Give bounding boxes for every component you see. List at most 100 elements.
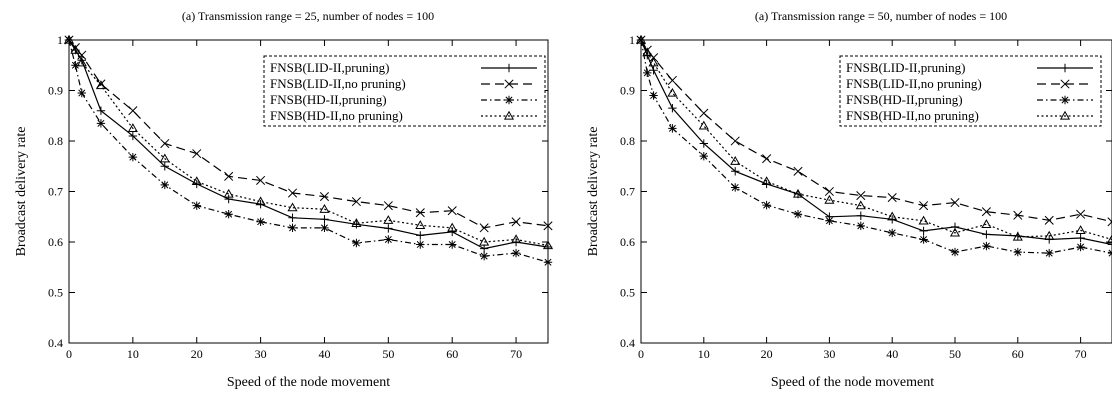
data-point [448, 227, 457, 237]
data-point [383, 215, 394, 224]
legend-marker [1060, 79, 1070, 89]
data-point [888, 215, 897, 224]
legend-label: FNSB(LID-II,no pruning) [270, 76, 406, 91]
data-point [856, 211, 865, 220]
y-tick-label: 0.9 [620, 84, 635, 98]
series-line [68, 39, 549, 263]
data-point [982, 241, 991, 251]
x-axis-label: Speed of the node movement [771, 375, 934, 390]
x-tick-label: 10 [127, 347, 139, 361]
y-tick-label: 0.6 [620, 235, 635, 249]
x-tick-label: 10 [698, 347, 710, 361]
data-point [762, 200, 771, 210]
data-point [668, 103, 677, 113]
chart-title: (a) Transmission range = 25, number of n… [182, 9, 434, 23]
data-point [699, 139, 708, 148]
data-point [919, 201, 929, 211]
x-axis-label: Speed of the node movement [227, 375, 390, 390]
series-line [68, 39, 549, 247]
data-point [479, 236, 490, 246]
legend-marker [1060, 95, 1070, 105]
series-line [68, 39, 549, 229]
data-point [668, 124, 677, 133]
x-tick-label: 60 [446, 347, 458, 361]
series-2 [636, 35, 1112, 227]
legend-label: FNSB(LID-II,no pruning) [846, 76, 982, 91]
data-point [288, 223, 297, 233]
data-point [128, 152, 138, 162]
y-tick-label: 0.5 [48, 286, 63, 300]
data-point [479, 251, 489, 261]
data-point [351, 218, 362, 227]
data-point [761, 176, 772, 186]
data-point [384, 235, 393, 244]
legend-marker [504, 79, 514, 89]
data-point [635, 34, 647, 44]
data-point [698, 120, 709, 130]
data-point [255, 196, 266, 206]
data-point [256, 199, 265, 209]
data-point [127, 123, 138, 133]
data-point [288, 213, 297, 222]
data-point [824, 186, 834, 197]
series-3 [636, 35, 1112, 258]
y-tick-label: 0.8 [620, 134, 635, 148]
y-tick-label: 0.7 [48, 185, 63, 199]
data-point [918, 215, 929, 225]
legend-marker [1060, 63, 1070, 73]
data-point [223, 188, 234, 198]
data-point [856, 221, 865, 231]
y-axis-label: Broadcast delivery rate [14, 127, 29, 257]
data-point [792, 188, 804, 198]
series-line [640, 39, 1112, 241]
data-point [95, 80, 106, 90]
legend-label: FNSB(HD-II,pruning) [270, 92, 387, 107]
data-point [77, 56, 86, 65]
chart-title: (a) Transmission range = 50, number of n… [755, 9, 1007, 23]
data-point [511, 234, 522, 244]
data-point [730, 155, 741, 165]
data-point [415, 220, 426, 229]
x-tick-label: 20 [761, 347, 773, 361]
data-point [981, 207, 991, 217]
series-line [640, 39, 1112, 254]
data-point [981, 219, 992, 228]
data-point [1045, 248, 1054, 258]
data-point [762, 179, 771, 189]
data-point [730, 136, 740, 146]
data-point [642, 47, 653, 57]
series-4 [63, 34, 554, 250]
data-point [320, 215, 329, 224]
data-point [1076, 242, 1085, 252]
data-point [77, 88, 86, 98]
data-point [511, 248, 521, 258]
data-point [256, 217, 265, 226]
y-tick-label: 0.4 [48, 336, 63, 350]
data-point [96, 106, 106, 115]
data-point [415, 208, 425, 218]
data-point [731, 183, 740, 192]
legend-label: FNSB(LID-II,pruning) [846, 60, 966, 75]
x-tick-label: 50 [949, 347, 961, 361]
legend-label: FNSB(HD-II,pruning) [846, 92, 963, 107]
x-tick-label: 50 [382, 347, 394, 361]
legend: FNSB(LID-II,pruning)FNSB(LID-II,no pruni… [263, 55, 546, 127]
data-point [542, 240, 554, 250]
data-point [699, 151, 708, 161]
data-point [192, 201, 201, 210]
series-1 [64, 35, 553, 253]
data-point [224, 194, 233, 204]
data-point [919, 235, 928, 244]
data-point [950, 222, 960, 232]
chart-panel-1: (a) Transmission range = 25, number of n… [14, 9, 554, 390]
data-point [919, 226, 928, 236]
data-point [793, 210, 803, 219]
data-point [416, 231, 425, 240]
x-tick-label: 30 [255, 347, 267, 361]
data-point [1013, 210, 1023, 220]
legend-marker [503, 110, 515, 120]
data-point [793, 166, 803, 176]
data-point [731, 167, 740, 176]
x-tick-label: 70 [510, 347, 522, 361]
data-point [543, 258, 553, 267]
